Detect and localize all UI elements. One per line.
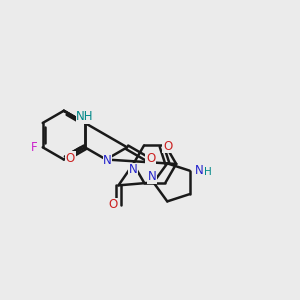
Text: NH: NH bbox=[76, 110, 94, 123]
Text: F: F bbox=[31, 141, 38, 154]
Text: O: O bbox=[108, 198, 117, 211]
Text: N: N bbox=[148, 170, 156, 183]
Text: N: N bbox=[195, 164, 203, 177]
Text: O: O bbox=[146, 152, 155, 165]
Text: N: N bbox=[103, 154, 112, 167]
Text: O: O bbox=[66, 152, 75, 165]
Text: O: O bbox=[163, 140, 172, 153]
Text: H: H bbox=[204, 167, 211, 177]
Text: N: N bbox=[129, 164, 138, 176]
